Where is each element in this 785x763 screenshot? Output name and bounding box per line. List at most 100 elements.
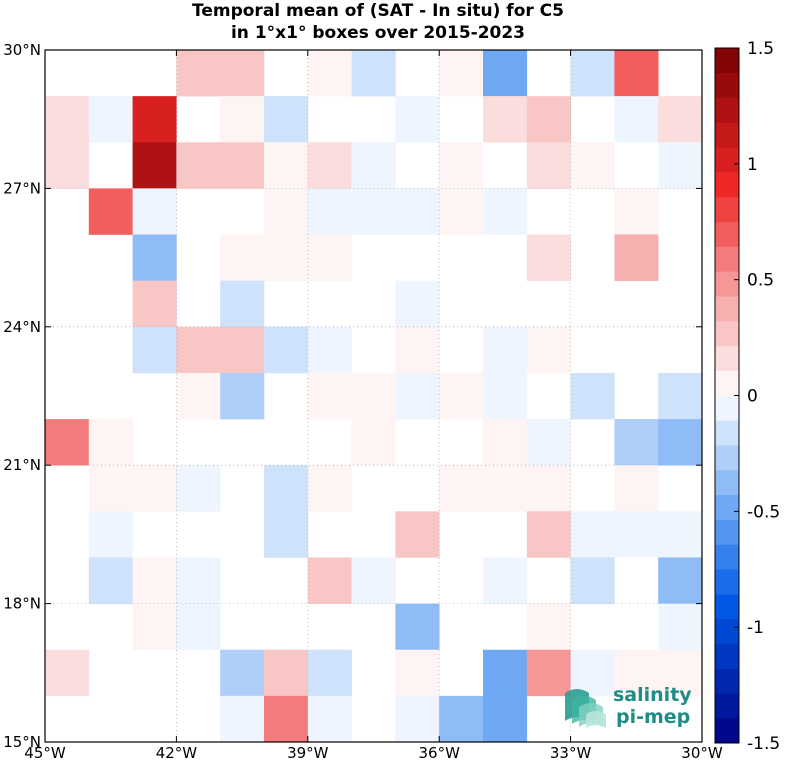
heatmap-cell (220, 372, 265, 420)
heatmap-cell (395, 188, 440, 235)
heatmap-cell (307, 465, 352, 512)
colorbar-tick-label: 0 (747, 387, 758, 407)
colorbar-segment (715, 172, 739, 198)
heatmap-cell (439, 465, 484, 512)
heatmap-cell (614, 188, 659, 235)
colorbar-segment (715, 668, 739, 694)
heatmap-cell (132, 234, 177, 281)
heatmap-cell (570, 557, 615, 604)
heatmap-cell (658, 649, 703, 697)
heatmap-cell (45, 419, 90, 466)
heatmap-cell (395, 649, 440, 697)
heatmap-cell (570, 372, 615, 420)
y-tick-label: 15°N (3, 733, 41, 751)
heatmap-cell (351, 50, 396, 97)
heatmap-cell (483, 188, 528, 235)
colorbar-segment (715, 643, 739, 669)
heatmap-cell (132, 96, 177, 143)
heatmap-cell (439, 695, 484, 743)
heatmap-cell (658, 603, 703, 651)
heatmap-cell (614, 234, 659, 281)
heatmap-cell (88, 188, 133, 235)
heatmap-cell (307, 188, 352, 235)
heatmap-cell (526, 511, 571, 558)
heatmap-cell (307, 649, 352, 697)
colorbar-segment (715, 445, 739, 471)
heatmap-cell (264, 695, 309, 743)
heatmap-cell (483, 695, 528, 743)
plot-frame (44, 49, 703, 743)
colorbar-segment (715, 345, 739, 371)
colorbar-tick-label: 0.5 (747, 271, 774, 291)
heatmap-cell (526, 419, 571, 466)
heatmap-cell (483, 50, 528, 97)
colorbar: 1.5 1 0.5 0 -0.5 -1 -1.5 (714, 39, 780, 754)
heatmap-cell (658, 96, 703, 143)
colorbar-segment (715, 569, 739, 595)
heatmap-cell (658, 142, 703, 189)
y-axis: 30°N 27°N 24°N 21°N 18°N 15°N (3, 41, 702, 751)
colorbar-segment (715, 97, 739, 123)
heatmap-cell (395, 96, 440, 143)
heatmap-cell (395, 511, 440, 558)
heatmap-cell (176, 50, 221, 97)
heatmap-cell (526, 603, 571, 651)
heatmap-cell (351, 188, 396, 235)
colorbar-segment (715, 72, 739, 98)
heatmap-cell (483, 372, 528, 420)
heatmap-cell (395, 280, 440, 328)
heatmap-cell (264, 142, 309, 189)
x-tick-label: 39°W (287, 744, 329, 762)
heatmap-cell (132, 142, 177, 189)
heatmap-cell (132, 280, 177, 328)
heatmap-cell (526, 465, 571, 512)
heatmap-cell (614, 465, 659, 512)
heatmap-cell (526, 96, 571, 143)
heatmap-cell (264, 465, 309, 512)
colorbar-segment (715, 420, 739, 446)
heatmap-cell (88, 511, 133, 558)
heatmap-cell (220, 695, 265, 743)
heatmap-cell (45, 96, 90, 143)
heatmap-cell (351, 419, 396, 466)
heatmap-cell (264, 234, 309, 281)
colorbar-segment (715, 271, 739, 297)
heatmap-cell (395, 695, 440, 743)
heatmap-cell (570, 649, 615, 697)
colorbar-segment (715, 519, 739, 545)
heatmap-cell (439, 50, 484, 97)
colorbar-segment (715, 221, 739, 247)
heatmap-cell (220, 142, 265, 189)
heatmap-cell (307, 234, 352, 281)
colorbar-segment (715, 370, 739, 396)
y-tick-label: 27°N (3, 179, 41, 197)
heatmap-cell (307, 50, 352, 97)
heatmap-cell (45, 649, 90, 697)
y-tick-label: 24°N (3, 318, 41, 336)
heatmap-cell (132, 465, 177, 512)
heatmap-cell (658, 372, 703, 420)
heatmap-cell (614, 419, 659, 466)
heatmap-cell (614, 649, 659, 697)
heatmap-cell (88, 557, 133, 604)
heatmap-cell (307, 326, 352, 374)
heatmap-cell (264, 96, 309, 143)
heatmap-cell (483, 557, 528, 604)
salinity-pi-mep-logo: salinity pi-mep (565, 684, 692, 728)
heatmap-cell (220, 50, 265, 97)
heatmap-cell (658, 557, 703, 604)
heatmap-cell (264, 188, 309, 235)
x-tick-label: 36°W (418, 744, 460, 762)
heatmap-cell (570, 511, 615, 558)
heatmap-cell (132, 603, 177, 651)
heatmap-cell (264, 326, 309, 374)
colorbar-segment (715, 122, 739, 148)
chart-title-line-2: in 1°x1° boxes over 2015-2023 (231, 23, 525, 43)
colorbar-segment (715, 618, 739, 645)
heatmap-cell (176, 372, 221, 420)
colorbar-segment (715, 544, 739, 570)
colorbar-segment (715, 494, 739, 520)
heatmap-cell (439, 142, 484, 189)
heatmap-cell (658, 511, 703, 558)
